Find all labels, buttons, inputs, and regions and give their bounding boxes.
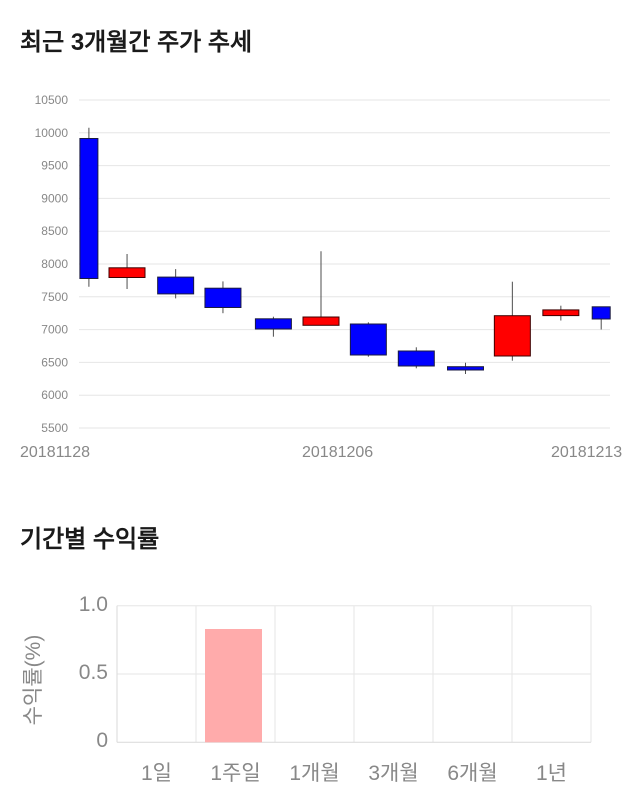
svg-text:8000: 8000 [41, 257, 68, 271]
svg-text:9500: 9500 [41, 159, 68, 173]
svg-text:5500: 5500 [41, 421, 68, 435]
svg-text:10500: 10500 [35, 93, 69, 107]
svg-text:1년: 1년 [536, 762, 567, 785]
svg-text:9000: 9000 [41, 191, 68, 205]
svg-text:수익률(%): 수익률(%) [22, 635, 45, 726]
svg-text:1일: 1일 [141, 762, 172, 785]
svg-text:6개월: 6개월 [447, 762, 497, 785]
svg-text:10000: 10000 [35, 126, 69, 140]
svg-text:20181206: 20181206 [302, 444, 373, 461]
svg-text:8500: 8500 [41, 224, 68, 238]
svg-text:1개월: 1개월 [289, 762, 339, 785]
svg-text:20181128: 20181128 [20, 444, 90, 461]
svg-text:20181213: 20181213 [551, 444, 622, 461]
svg-text:1.0: 1.0 [79, 593, 108, 616]
svg-text:7000: 7000 [41, 323, 68, 337]
svg-text:1주일: 1주일 [210, 762, 260, 785]
svg-text:3개월: 3개월 [368, 762, 418, 785]
svg-text:7500: 7500 [41, 290, 68, 304]
svg-text:0.5: 0.5 [79, 661, 108, 684]
svg-text:6000: 6000 [41, 388, 68, 402]
svg-text:0: 0 [96, 729, 108, 752]
svg-text:6500: 6500 [41, 355, 68, 369]
